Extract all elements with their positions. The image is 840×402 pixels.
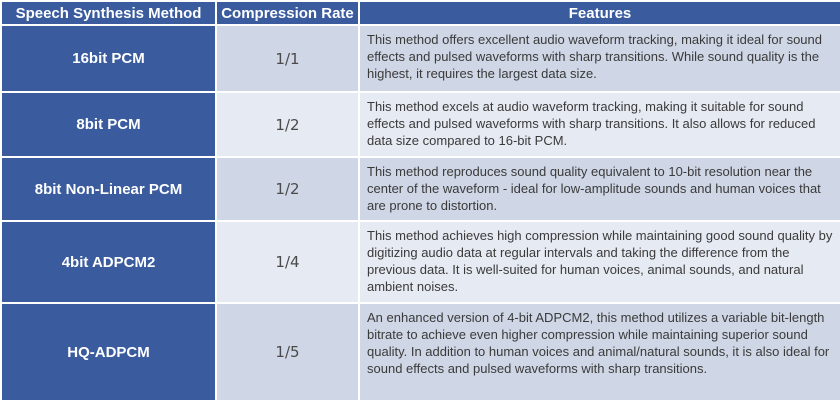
header-row: Speech Synthesis Method Compression Rate… (0, 0, 840, 26)
table-row: 16bit PCM 1/1 This method offers excelle… (0, 24, 840, 93)
method-cell: 16bit PCM (0, 24, 217, 93)
features-cell: This method offers excellent audio wavef… (358, 24, 840, 93)
table-row: 8bit PCM 1/2 This method excels at audio… (0, 91, 840, 158)
table-row: 4bit ADPCM2 1/4 This method achieves hig… (0, 220, 840, 304)
features-cell: This method achieves high compression wh… (358, 220, 840, 304)
method-cell: 8bit PCM (0, 91, 217, 158)
features-cell: This method reproduces sound quality equ… (358, 156, 840, 222)
compression-rate-cell: 1/4 (215, 220, 360, 304)
features-cell: An enhanced version of 4-bit ADPCM2, thi… (358, 302, 840, 402)
table-header: Speech Synthesis Method Compression Rate… (0, 0, 840, 26)
table-row: 8bit Non-Linear PCM 1/2 This method repr… (0, 156, 840, 222)
features-cell: This method excels at audio waveform tra… (358, 91, 840, 158)
compression-rate-cell: 1/5 (215, 302, 360, 402)
method-cell: 8bit Non-Linear PCM (0, 156, 217, 222)
method-cell: 4bit ADPCM2 (0, 220, 217, 304)
method-cell: HQ-ADPCM (0, 302, 217, 402)
compression-rate-cell: 1/1 (215, 24, 360, 93)
compression-rate-cell: 1/2 (215, 156, 360, 222)
compression-rate-cell: 1/2 (215, 91, 360, 158)
table-body: 16bit PCM 1/1 This method offers excelle… (0, 24, 840, 402)
table-row: HQ-ADPCM 1/5 An enhanced version of 4-bi… (0, 302, 840, 402)
header-compression-rate: Compression Rate (215, 0, 360, 26)
header-method: Speech Synthesis Method (0, 0, 217, 26)
header-features: Features (358, 0, 840, 26)
